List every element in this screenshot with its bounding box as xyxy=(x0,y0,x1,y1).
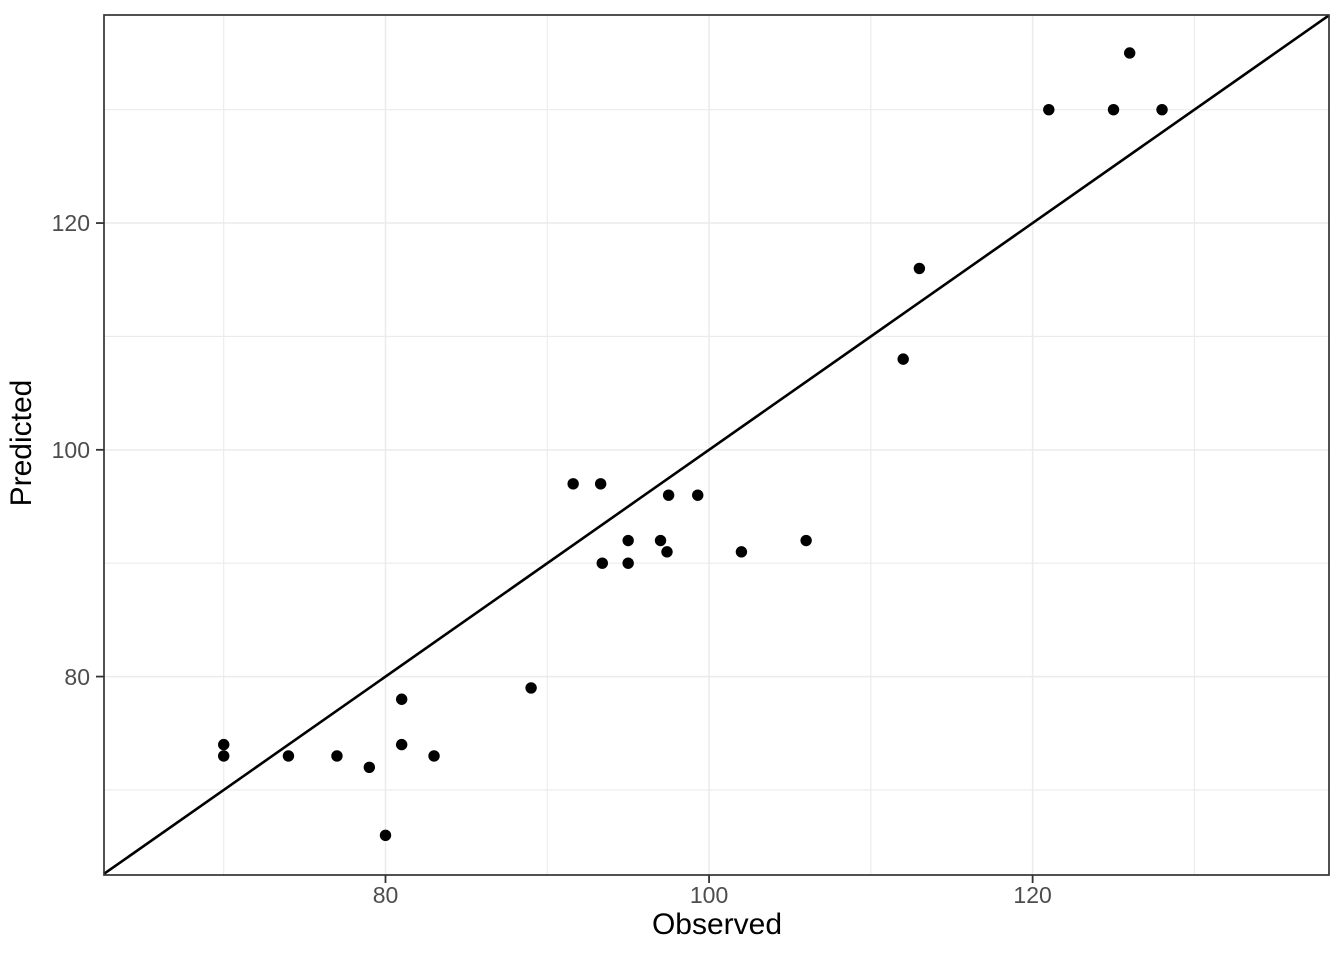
y-tick-label: 100 xyxy=(51,436,90,463)
data-point xyxy=(622,534,634,547)
identity-line xyxy=(103,14,1330,875)
data-point xyxy=(331,750,343,762)
data-point xyxy=(395,693,408,705)
x-tick-label: 80 xyxy=(372,882,399,908)
data-point xyxy=(525,682,537,694)
data-point xyxy=(428,750,440,762)
data-point xyxy=(1123,47,1136,59)
data-point xyxy=(567,478,579,490)
data-point xyxy=(1043,103,1055,116)
data-point xyxy=(913,262,926,275)
data-point xyxy=(735,546,748,558)
data-point xyxy=(594,478,607,490)
data-point xyxy=(596,557,608,569)
x-tick-label: 120 xyxy=(1013,882,1052,908)
x-axis-title: Observed xyxy=(651,908,783,941)
data-point xyxy=(218,738,230,751)
data-point xyxy=(395,738,408,751)
data-point xyxy=(282,750,295,762)
data-point xyxy=(218,750,230,762)
y-tick-label: 80 xyxy=(64,663,90,690)
data-point xyxy=(379,829,392,842)
data-point xyxy=(800,534,812,547)
data-point xyxy=(662,489,675,501)
data-point xyxy=(1107,103,1120,116)
data-point xyxy=(363,761,376,773)
data-point xyxy=(661,546,673,558)
y-axis-title: Predicted xyxy=(5,379,38,507)
data-point xyxy=(1156,103,1168,116)
y-tick-label: 120 xyxy=(51,210,90,237)
data-point xyxy=(692,489,704,501)
data-point xyxy=(622,557,634,569)
panel-border xyxy=(103,14,1330,876)
data-point xyxy=(654,534,667,547)
data-point xyxy=(897,353,909,365)
x-tick-label: 100 xyxy=(689,882,729,908)
